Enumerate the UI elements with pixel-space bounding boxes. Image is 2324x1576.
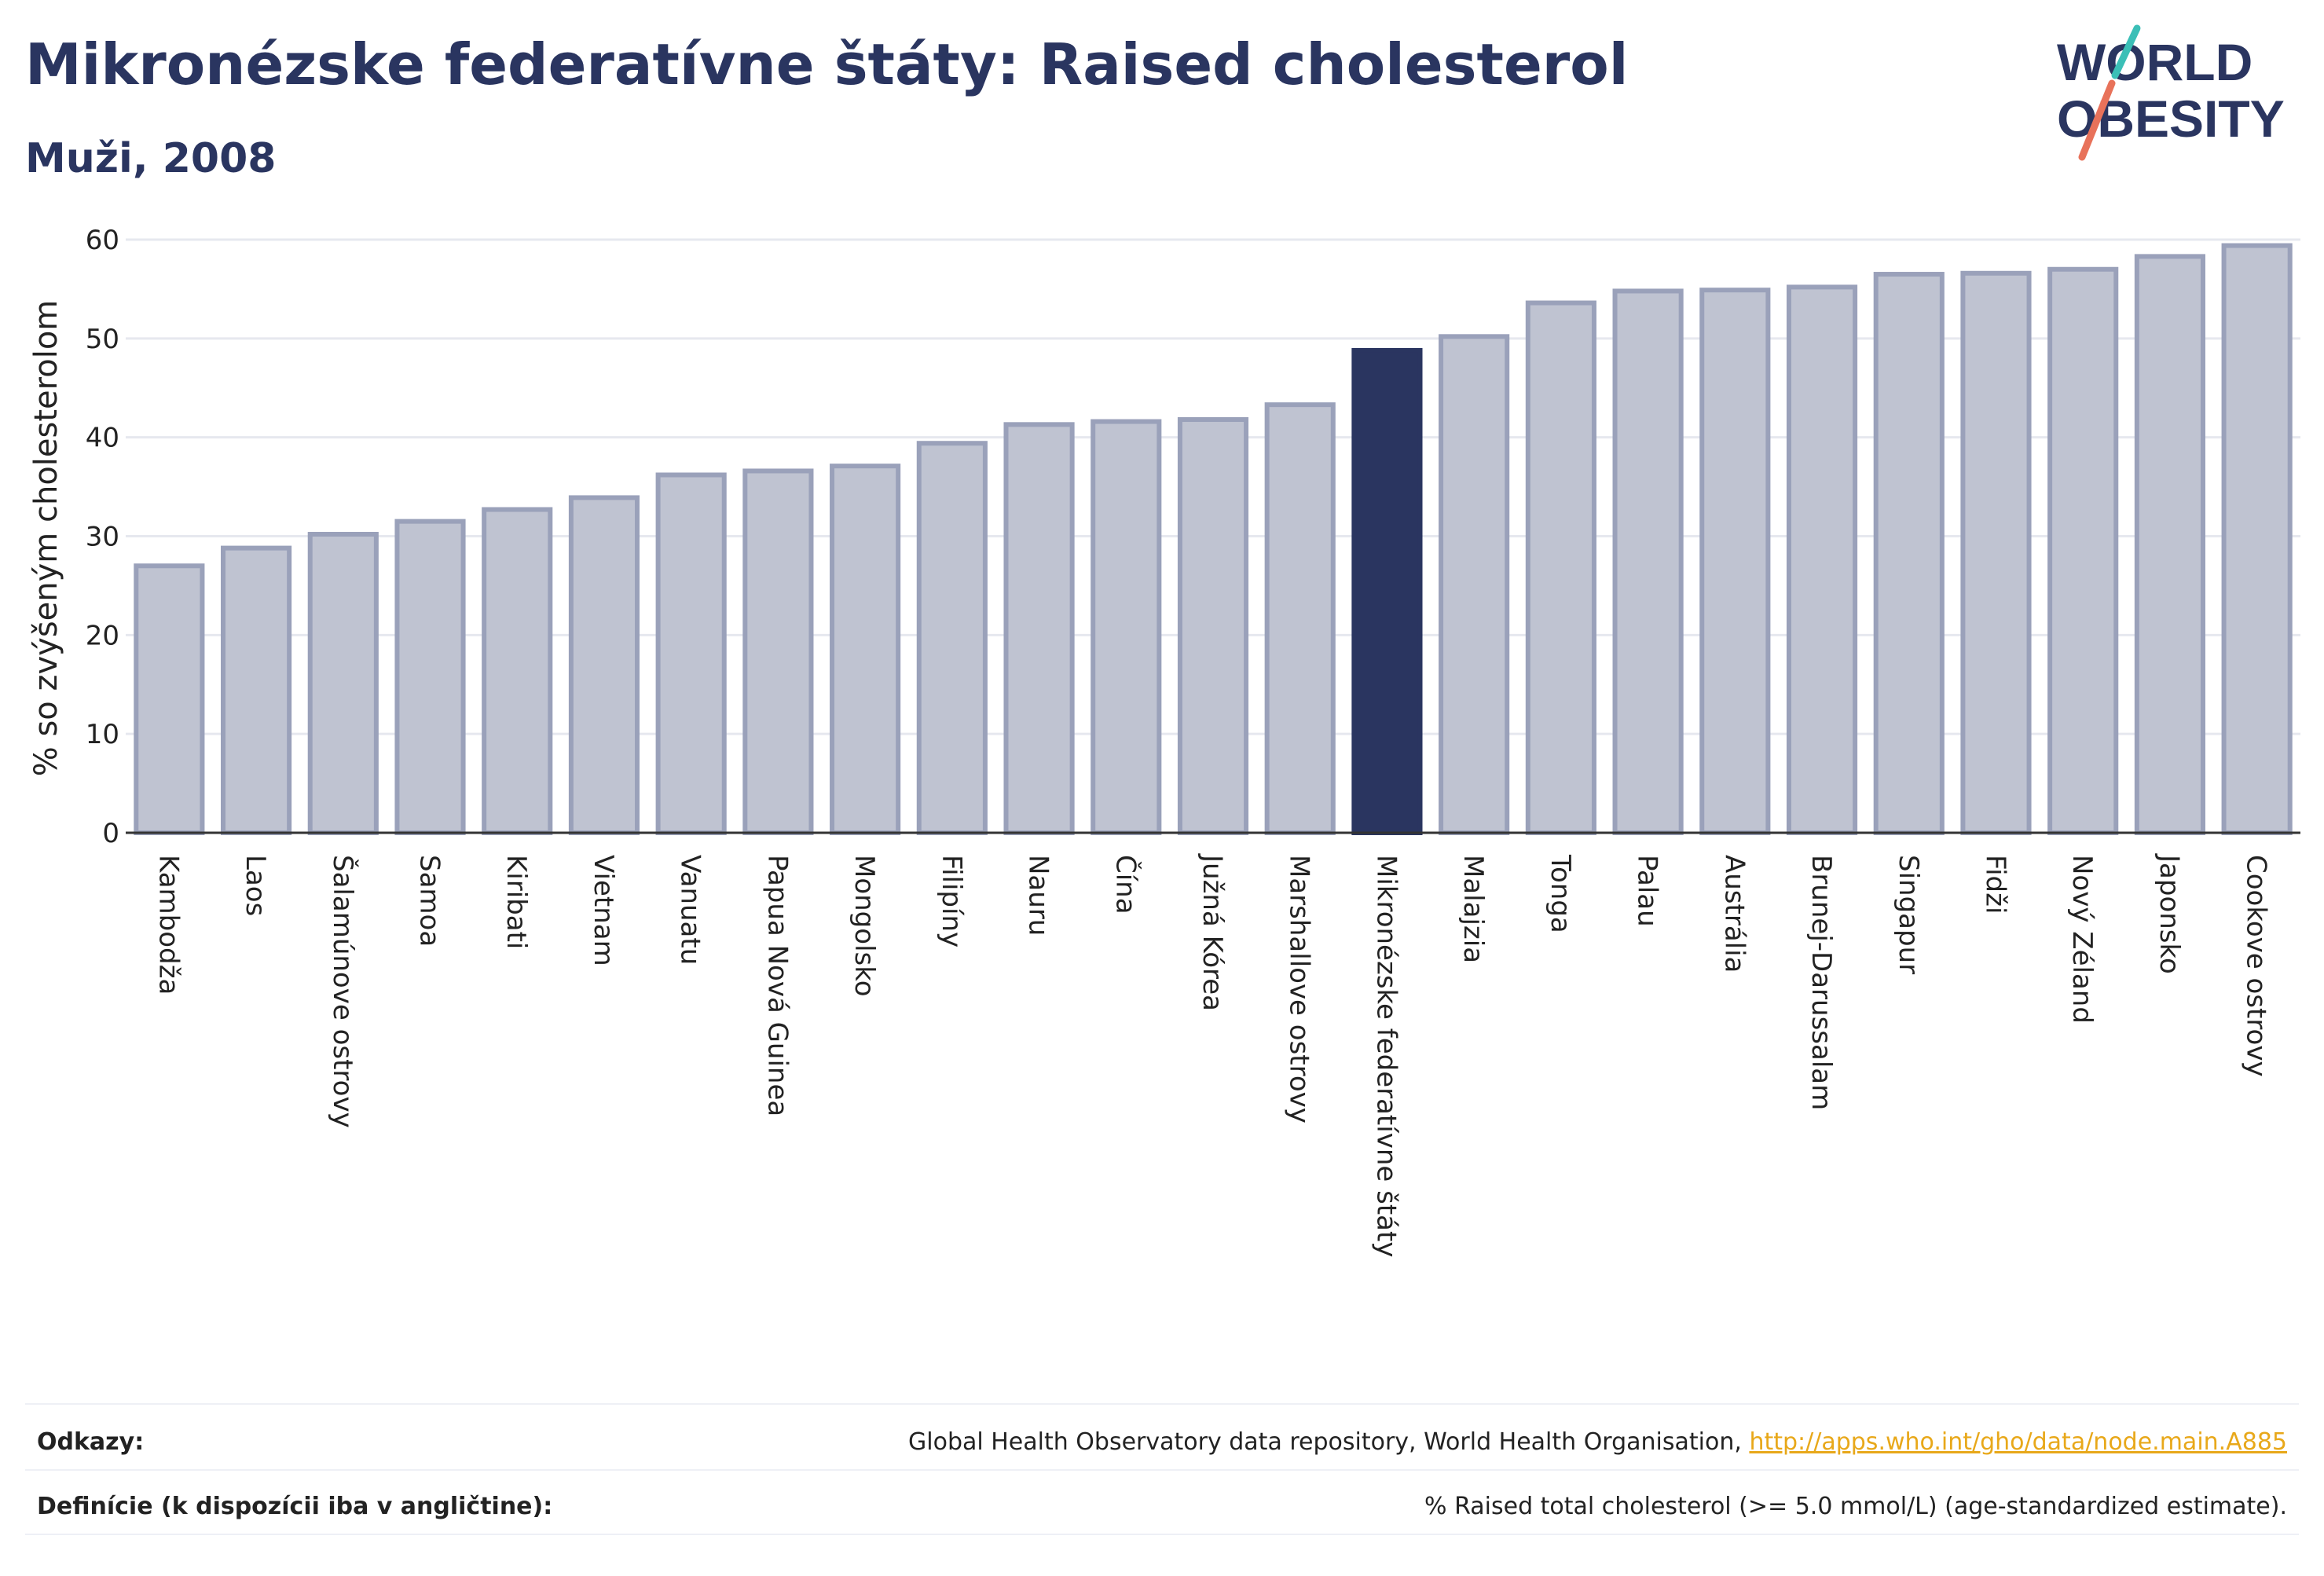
chart-title: Mikronézske federatívne štáty: Raised ch… — [25, 31, 1629, 97]
x-tick-label: Filipíny — [936, 855, 967, 947]
y-axis-label: % so zvýšeným cholesterolom — [28, 300, 64, 777]
references-label: Odkazy: — [37, 1428, 145, 1456]
y-tick-label: 0 — [102, 818, 119, 849]
x-axis-labels: Kambodža Laos Šalamúnove ostrovy Samoa Kirib… — [152, 853, 2271, 1257]
x-tick-label: Nauru — [1023, 855, 1054, 936]
x-tick-label: Malajzia — [1457, 855, 1489, 963]
bars — [134, 243, 2293, 836]
bar — [742, 468, 814, 835]
x-tick-label: Čína — [1109, 855, 1142, 914]
x-tick-label: Laos — [240, 855, 271, 916]
definitions-label: Definície (k dispozícii iba v angličtine… — [37, 1493, 553, 1520]
bar — [134, 563, 205, 835]
chart-subtitle: Muži, 2008 — [25, 135, 277, 182]
x-tick-label: Mongolsko — [849, 855, 880, 997]
y-tick-label: 20 — [86, 620, 119, 651]
bar — [1873, 272, 1945, 835]
x-tick-label: Mikronézske federatívne štáty — [1370, 855, 1402, 1257]
definitions-value: % Raised total cholesterol (>= 5.0 mmol/… — [1424, 1493, 2287, 1520]
x-tick-label: Singapur — [1893, 855, 1924, 974]
references-value: Global Health Observatory data repositor… — [908, 1428, 2287, 1456]
bar — [916, 441, 988, 835]
x-tick-label: Tonga — [1545, 854, 1576, 933]
x-tick-label: Kambodža — [152, 855, 184, 995]
x-tick-label: Fidži — [1979, 855, 2011, 914]
y-tick-label: 40 — [86, 423, 119, 454]
bar — [2047, 266, 2119, 835]
footer-divider-mid — [25, 1469, 2299, 1471]
x-tick-label: Kiribati — [500, 855, 532, 949]
bar — [307, 531, 379, 835]
bar — [1264, 402, 1336, 835]
bar — [1177, 417, 1249, 835]
footer-divider-top — [25, 1403, 2299, 1405]
x-tick-label: Brunej-Darussalam — [1805, 855, 1837, 1110]
bar — [2221, 243, 2293, 835]
y-tick-label: 50 — [86, 324, 119, 355]
bar — [394, 519, 466, 835]
bar — [1525, 300, 1596, 835]
y-tick-label: 30 — [86, 522, 119, 553]
bar — [221, 545, 292, 835]
bar — [1786, 284, 1858, 835]
x-tick-label: Marshallove ostrovy — [1284, 855, 1315, 1123]
references-link[interactable]: http://apps.who.int/gho/data/node.main.A… — [1749, 1428, 2287, 1456]
x-tick-label: Vietnam — [588, 855, 619, 966]
bar — [830, 464, 901, 835]
x-tick-label: Cookove ostrovy — [2241, 855, 2272, 1077]
bar — [568, 495, 640, 835]
x-tick-label: Južná Kórea — [1197, 853, 1228, 1011]
bar — [1439, 334, 1510, 836]
x-tick-label: Palau — [1632, 855, 1663, 927]
references-text: Global Health Observatory data repositor… — [908, 1428, 1750, 1456]
x-tick-label: Japonsko — [2154, 853, 2185, 974]
x-tick-label: Austrália — [1718, 855, 1750, 973]
world-obesity-logo: WORLD OBESITY — [2057, 24, 2285, 161]
y-axis-ticks: 0 10 20 30 40 50 60 — [86, 225, 119, 849]
bar — [1960, 270, 2032, 835]
x-tick-label: Samoa — [414, 855, 445, 947]
y-tick-label: 10 — [86, 719, 119, 750]
bar — [655, 472, 727, 835]
x-tick-label: Vanuatu — [675, 855, 706, 965]
logo-line1: WORLD — [2057, 33, 2253, 91]
bar — [2134, 254, 2205, 835]
x-tick-label: Šalamúnove ostrovy — [327, 855, 359, 1128]
bar — [1699, 288, 1771, 835]
bar — [1091, 419, 1162, 835]
footer-divider-bottom — [25, 1534, 2299, 1535]
bar-chart: 0 10 20 30 40 50 60 Kambodža Laos Šalamúnove ost… — [28, 225, 2300, 1257]
bar-highlighted — [1351, 347, 1423, 835]
y-tick-label: 60 — [86, 225, 119, 256]
x-tick-label: Papua Nová Guinea — [761, 855, 793, 1116]
x-tick-label: Nový Zéland — [2066, 855, 2098, 1024]
bar — [1003, 422, 1075, 835]
bar — [1612, 288, 1684, 835]
bar — [482, 507, 553, 836]
